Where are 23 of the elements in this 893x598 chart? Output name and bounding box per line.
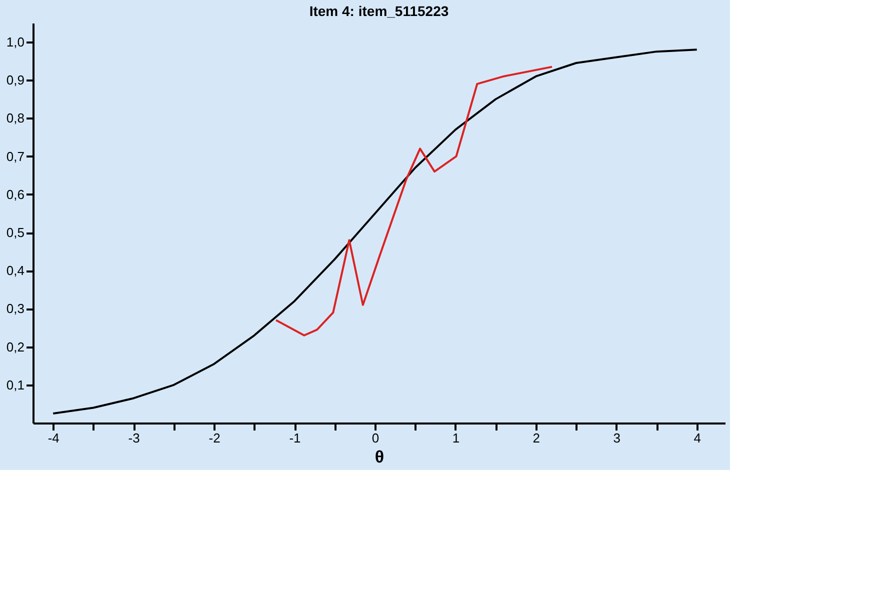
y-tick-label: 1,0 xyxy=(6,34,24,50)
y-tick-label: 0,3 xyxy=(6,301,24,316)
x-tick-label: -4 xyxy=(48,430,60,446)
y-tick-label: 0,6 xyxy=(6,186,24,202)
x-tick-label: -1 xyxy=(289,430,301,446)
x-tick-label: 3 xyxy=(613,430,620,446)
x-tick-label: 0 xyxy=(372,430,380,446)
y-tick-label: 0,8 xyxy=(6,110,24,126)
y-tick-label: 0,2 xyxy=(6,339,24,354)
x-tick-label: 2 xyxy=(532,430,540,446)
x-axis-title: θ xyxy=(374,448,384,466)
y-tick-label: 0,5 xyxy=(6,225,24,240)
y-tick-label: 0,9 xyxy=(6,72,24,88)
line-series xyxy=(275,66,553,336)
x-tick-label: -2 xyxy=(208,430,220,446)
y-tick-label: 0,7 xyxy=(6,148,24,164)
y-tick-label: 0,1 xyxy=(6,377,24,392)
chart-title: Item 4: item_5115223 xyxy=(309,3,449,19)
y-tick-label: 0,4 xyxy=(6,263,24,278)
x-tick-label: 4 xyxy=(694,430,701,446)
line-series xyxy=(52,48,698,414)
x-tick-label: 1 xyxy=(452,430,460,446)
x-tick-label: -3 xyxy=(128,430,140,446)
